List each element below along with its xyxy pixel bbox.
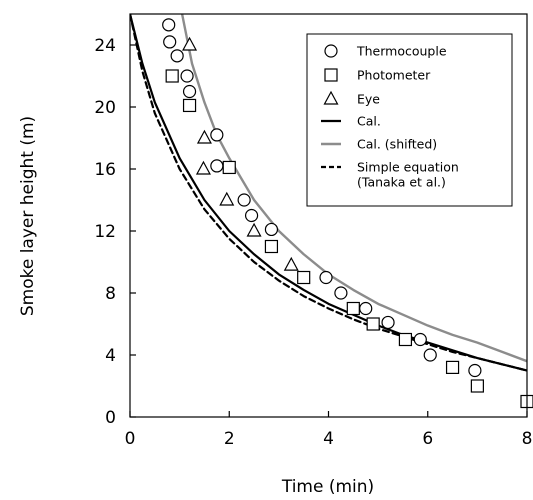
x-axis-title: Time (min)	[281, 477, 374, 497]
data-point-photometer	[398, 332, 413, 347]
legend-marker-thermocouple	[324, 44, 338, 58]
data-point-thermocouple	[334, 286, 348, 300]
legend: Thermocouple Photometer Eye Cal. Cal. (shift…	[306, 33, 513, 207]
data-point-thermocouple	[182, 84, 197, 99]
legend-label-cal: Cal.	[357, 114, 381, 129]
data-point-thermocouple	[162, 18, 176, 32]
y-tick-label: 4	[105, 346, 116, 366]
data-point-thermocouple	[237, 193, 251, 207]
legend-label-cal-shifted: Cal. (shifted)	[357, 137, 437, 152]
data-point-thermocouple	[423, 348, 437, 362]
legend-label-line: (Tanaka et al.)	[357, 175, 446, 190]
y-axis-title: Smoke layer height (m)	[18, 116, 38, 316]
legend-label-line: Simple equation	[357, 160, 459, 175]
x-tick-label: 2	[224, 429, 235, 449]
x-tick-label: 8	[522, 429, 533, 449]
data-point-photometer	[346, 301, 360, 316]
series-line-cal	[130, 14, 527, 372]
data-point-photometer	[470, 379, 484, 393]
data-point-thermocouple	[170, 49, 184, 63]
data-point-photometer	[264, 239, 279, 254]
y-tick-label: 20	[94, 98, 116, 118]
x-tick-label: 4	[323, 429, 334, 449]
legend-marker-eye	[323, 90, 339, 105]
data-point-photometer	[297, 270, 311, 285]
data-point-photometer	[182, 98, 197, 113]
legend-label-thermocouple: Thermocouple	[356, 44, 447, 59]
legend-label-eye: Eye	[357, 92, 380, 107]
data-point-eye	[246, 222, 262, 237]
data-point-thermocouple	[264, 222, 279, 237]
data-point-thermocouple	[163, 35, 177, 49]
x-tick-label: 0	[125, 429, 136, 449]
x-axis-ticks: 0 2 4 6 8	[125, 411, 533, 449]
data-point-thermocouple	[381, 315, 395, 330]
marker-layer	[162, 18, 533, 409]
data-point-eye	[283, 256, 299, 271]
y-tick-label: 0	[105, 408, 116, 428]
y-axis-ticks: 0 4 8 12 16 20 24	[94, 36, 136, 428]
data-point-photometer	[165, 69, 179, 83]
data-point-thermocouple	[468, 363, 482, 378]
y-tick-label: 24	[94, 36, 116, 56]
data-point-thermocouple	[244, 208, 259, 223]
data-point-eye	[182, 36, 198, 51]
data-point-thermocouple	[210, 128, 224, 142]
data-point-eye	[219, 191, 235, 206]
legend-label-photometer: Photometer	[357, 68, 431, 83]
legend-label-simple-equation-tanaka-et-al: Simple equation (Tanaka et al.)	[357, 160, 459, 190]
y-tick-label: 8	[105, 284, 116, 304]
legend-box	[306, 33, 513, 207]
legend-marker-photometer	[324, 68, 338, 82]
x-tick-label: 6	[422, 429, 433, 449]
data-point-thermocouple	[413, 332, 427, 347]
data-point-thermocouple	[180, 69, 194, 83]
y-tick-label: 16	[94, 160, 116, 180]
y-tick-label: 12	[94, 222, 116, 242]
data-point-photometer	[445, 360, 460, 374]
data-point-eye	[196, 129, 212, 144]
data-point-photometer	[222, 160, 236, 175]
data-point-thermocouple	[319, 270, 333, 285]
data-point-eye	[195, 160, 211, 175]
data-point-thermocouple	[359, 301, 373, 316]
data-point-thermocouple	[210, 159, 224, 173]
data-point-photometer	[366, 317, 380, 331]
series-line-simple-equation-tanaka-et-al	[130, 14, 527, 372]
